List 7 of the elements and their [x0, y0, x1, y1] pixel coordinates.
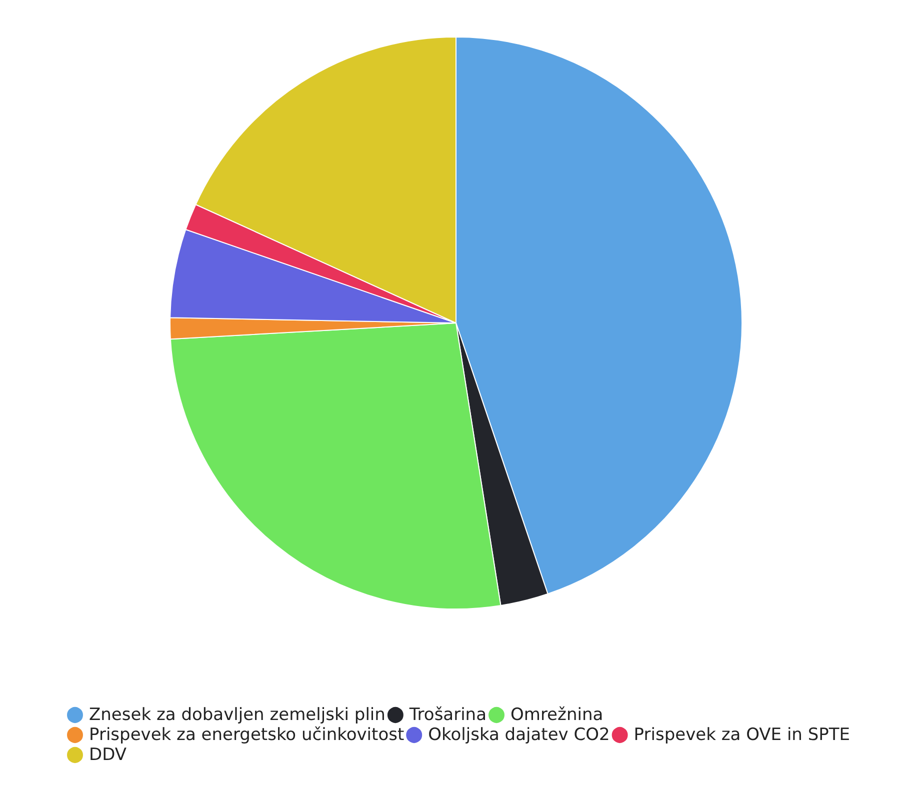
legend-label: Okoljska dajatev CO2 — [428, 725, 610, 745]
legend-label: Omrežnina — [510, 705, 604, 725]
legend-label: Prispevek za energetsko učinkovitost — [89, 725, 404, 745]
legend-label: Trošarina — [408, 705, 487, 725]
legend-label: Prispevek za OVE in SPTE — [634, 725, 850, 745]
legend-label: Znesek za dobavljen zemeljski plin — [89, 705, 386, 725]
legend-label: DDV — [89, 745, 127, 765]
